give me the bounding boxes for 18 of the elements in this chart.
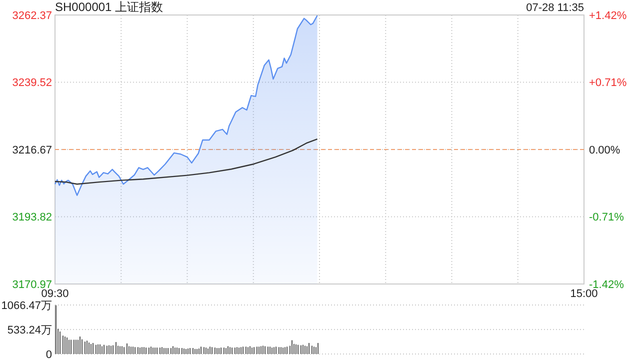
x-tick-label: 15:00 [570, 288, 598, 300]
x-tick-label: 09:30 [41, 288, 69, 300]
y2-tick-label: +0.71% [589, 77, 627, 90]
y-tick-label: 0 [46, 348, 52, 360]
y2-tick-label: -0.71% [589, 212, 624, 224]
y2-tick-label: -1.42% [589, 278, 624, 291]
chart-title: SH000001 上证指数 [55, 0, 164, 14]
text: 07-28 11:35 [526, 2, 584, 14]
y2-tick-label: 0.00% [589, 144, 620, 156]
y-tick-label: 3239.52 [12, 77, 52, 90]
y-tick-label: 3262.37 [12, 10, 52, 22]
y-tick-label: 3216.67 [12, 144, 52, 156]
y2-tick-label: +1.42% [589, 10, 627, 22]
y-tick-label: 3193.82 [12, 212, 52, 224]
y-tick-label: 3170.97 [12, 278, 52, 291]
y-tick-label: 1066.47万 [1, 300, 52, 312]
line-series [54, 138, 318, 185]
y-tick-label: 533.24万 [7, 324, 52, 336]
